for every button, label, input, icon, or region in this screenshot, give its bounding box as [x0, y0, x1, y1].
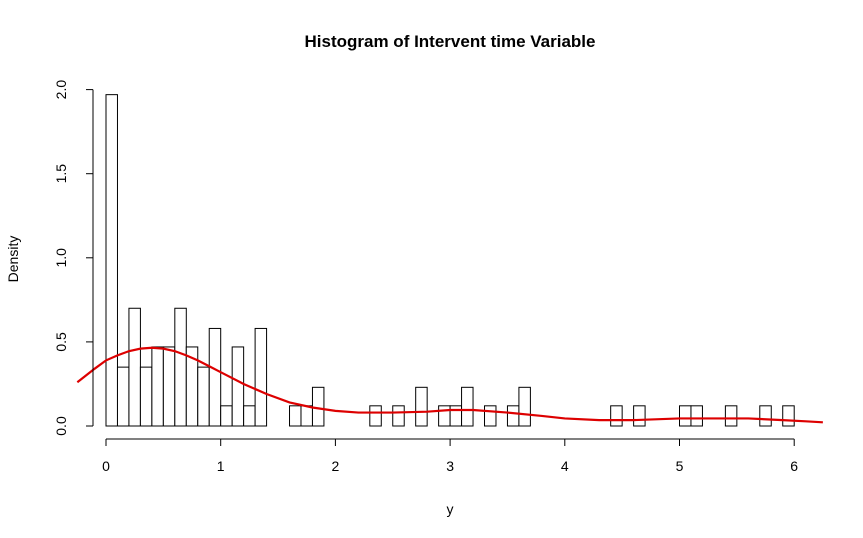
histogram-bar-18	[392, 405, 405, 427]
histogram-bar-11	[231, 346, 245, 427]
histogram-bar-9	[208, 327, 222, 427]
histogram-bar-27	[633, 405, 646, 427]
x-tick-label-6: 6	[790, 458, 798, 474]
histogram-bar-32	[782, 405, 795, 427]
histogram-bar-15	[300, 405, 313, 427]
histogram-bar-17	[369, 405, 382, 427]
histogram-bar-14	[289, 405, 302, 427]
histogram-bar-25	[518, 386, 531, 427]
histogram-bar-20	[438, 405, 451, 427]
x-tick-label-1: 1	[217, 458, 225, 474]
x-tick-label-3: 3	[446, 458, 454, 474]
histogram-bar-23	[484, 405, 497, 427]
chart-title: Histogram of Intervent time Variable	[305, 32, 596, 51]
histogram-bar-13	[254, 327, 268, 427]
histogram-bar-0	[105, 94, 118, 427]
y-axis: 0.0 0.5 1.0 1.5 2.0	[53, 80, 94, 436]
y-tick-label-1: 0.5	[53, 332, 69, 352]
x-axis: 0 1 2 3 4 5 6	[102, 438, 798, 474]
density-curve	[76, 346, 823, 424]
histogram-bar-30	[724, 405, 738, 427]
x-tick-label-2: 2	[332, 458, 340, 474]
histogram-bar-10	[220, 405, 233, 427]
histogram-bar-19	[415, 386, 428, 427]
x-axis-label: y	[447, 501, 454, 517]
y-tick-label-0: 0.0	[53, 416, 69, 436]
histogram-bar-1	[116, 366, 130, 427]
histogram-bars	[105, 94, 795, 427]
histogram-bar-22	[461, 386, 474, 427]
histogram-bar-2	[128, 307, 141, 427]
y-tick-label-2: 1.0	[53, 248, 69, 268]
density-curve-group	[76, 346, 823, 424]
histogram-bar-3	[139, 366, 153, 427]
x-tick-label-4: 4	[561, 458, 569, 474]
histogram-bar-31	[759, 405, 772, 427]
histogram-bar-12	[243, 405, 256, 427]
histogram-bar-4	[151, 346, 164, 427]
histogram-bar-8	[197, 366, 210, 427]
histogram-bar-21	[449, 405, 463, 427]
histogram-bar-6	[174, 307, 187, 427]
y-tick-label-3: 1.5	[53, 164, 69, 184]
histogram-bar-5	[162, 346, 176, 427]
histogram-bar-26	[610, 405, 623, 427]
x-tick-label-5: 5	[676, 458, 684, 474]
histogram-bar-29	[690, 405, 703, 427]
y-tick-label-4: 2.0	[53, 80, 69, 100]
y-axis-label: Density	[5, 236, 21, 283]
histogram-bar-24	[506, 405, 520, 427]
histogram-bar-28	[679, 405, 692, 427]
x-tick-label-0: 0	[102, 458, 110, 474]
